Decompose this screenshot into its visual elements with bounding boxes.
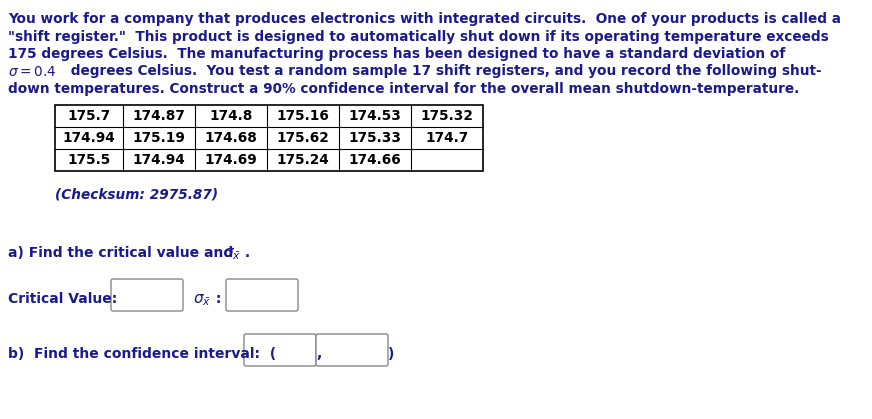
Text: 174.68: 174.68	[205, 131, 257, 145]
Text: ,: ,	[316, 347, 321, 361]
FancyBboxPatch shape	[316, 334, 388, 366]
Text: down temperatures. Construct a 90% confidence interval for the overall mean shut: down temperatures. Construct a 90% confi…	[8, 82, 800, 96]
Text: $\sigma = 0.4$: $\sigma = 0.4$	[8, 65, 56, 78]
Text: 175.19: 175.19	[133, 131, 186, 145]
Text: b)  Find the confidence interval:  (: b) Find the confidence interval: (	[8, 347, 276, 361]
FancyBboxPatch shape	[111, 279, 183, 311]
FancyBboxPatch shape	[244, 334, 316, 366]
Text: a) Find the critical value and: a) Find the critical value and	[8, 246, 238, 260]
Text: (Checksum: 2975.87): (Checksum: 2975.87)	[55, 187, 218, 201]
Text: Critical Value:: Critical Value:	[8, 292, 117, 306]
Text: 175.7: 175.7	[67, 109, 111, 123]
Text: 174.66: 174.66	[349, 153, 401, 167]
Text: .: .	[240, 246, 250, 260]
Text: 175.16: 175.16	[276, 109, 330, 123]
Text: :: :	[211, 292, 221, 306]
Text: $\sigma_{\bar{x}}$: $\sigma_{\bar{x}}$	[193, 292, 211, 308]
Text: 175.33: 175.33	[349, 131, 401, 145]
Text: 175.24: 175.24	[276, 153, 330, 167]
Text: degrees Celsius.  You test a random sample 17 shift registers, and you record th: degrees Celsius. You test a random sampl…	[66, 65, 821, 78]
Text: "shift register."  This product is designed to automatically shut down if its op: "shift register." This product is design…	[8, 29, 828, 44]
Bar	[55, 105, 483, 171]
Text: ): )	[388, 347, 394, 361]
Text: 175.5: 175.5	[67, 153, 111, 167]
Text: You work for a company that produces electronics with integrated circuits.  One : You work for a company that produces ele…	[8, 12, 841, 26]
FancyBboxPatch shape	[226, 279, 298, 311]
Text: 175.32: 175.32	[420, 109, 473, 123]
Text: 174.53: 174.53	[349, 109, 401, 123]
Text: 174.94: 174.94	[63, 131, 115, 145]
Text: 174.87: 174.87	[133, 109, 186, 123]
Text: 174.8: 174.8	[209, 109, 253, 123]
Text: 175.62: 175.62	[276, 131, 330, 145]
Text: 174.69: 174.69	[205, 153, 257, 167]
Text: $\sigma_{\bar{x}}$: $\sigma_{\bar{x}}$	[223, 246, 241, 262]
Text: 175 degrees Celsius.  The manufacturing process has been designed to have a stan: 175 degrees Celsius. The manufacturing p…	[8, 47, 786, 61]
Text: 174.7: 174.7	[426, 131, 468, 145]
Text: 174.94: 174.94	[133, 153, 186, 167]
